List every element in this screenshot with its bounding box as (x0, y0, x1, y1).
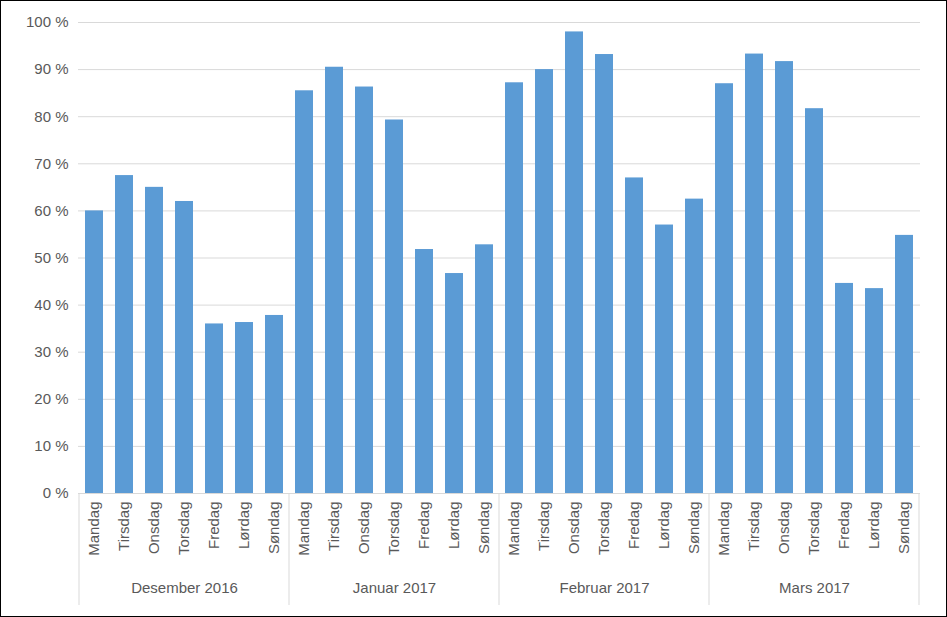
svg-text:Fredag: Fredag (625, 502, 642, 550)
svg-text:Søndag: Søndag (475, 502, 492, 555)
svg-text:Desember 2016: Desember 2016 (131, 579, 238, 596)
svg-text:Mandag: Mandag (85, 502, 102, 556)
svg-text:Tirsdag: Tirsdag (325, 502, 342, 551)
svg-text:Lørdag: Lørdag (865, 502, 882, 550)
svg-text:0 %: 0 % (43, 484, 69, 501)
svg-text:20 %: 20 % (34, 390, 68, 407)
svg-text:Onsdag: Onsdag (565, 502, 582, 555)
svg-text:Mandag: Mandag (715, 502, 732, 556)
svg-text:Torsdag: Torsdag (175, 502, 192, 555)
svg-text:Lørdag: Lørdag (445, 502, 462, 550)
svg-text:70 %: 70 % (34, 155, 68, 172)
svg-text:60 %: 60 % (34, 202, 68, 219)
svg-text:Februar 2017: Februar 2017 (559, 579, 649, 596)
svg-text:Fredag: Fredag (835, 502, 852, 550)
svg-text:Tirsdag: Tirsdag (535, 502, 552, 551)
svg-text:Onsdag: Onsdag (775, 502, 792, 555)
svg-text:Søndag: Søndag (685, 502, 702, 555)
svg-text:100 %: 100 % (26, 13, 69, 30)
svg-text:10 %: 10 % (34, 437, 68, 454)
svg-text:Onsdag: Onsdag (355, 502, 372, 555)
svg-text:Torsdag: Torsdag (595, 502, 612, 555)
svg-text:Torsdag: Torsdag (805, 502, 822, 555)
svg-text:Onsdag: Onsdag (145, 502, 162, 555)
svg-text:Mars 2017: Mars 2017 (779, 579, 850, 596)
svg-text:Lørdag: Lørdag (235, 502, 252, 550)
svg-text:Søndag: Søndag (265, 502, 282, 555)
svg-text:40 %: 40 % (34, 296, 68, 313)
svg-text:90 %: 90 % (34, 60, 68, 77)
svg-text:Januar 2017: Januar 2017 (353, 579, 436, 596)
svg-text:Fredag: Fredag (205, 502, 222, 550)
svg-text:80 %: 80 % (34, 108, 68, 125)
svg-text:Tirsdag: Tirsdag (115, 502, 132, 551)
svg-text:Søndag: Søndag (895, 502, 912, 555)
svg-text:Tirsdag: Tirsdag (745, 502, 762, 551)
svg-text:Mandag: Mandag (505, 502, 522, 556)
svg-text:Torsdag: Torsdag (385, 502, 402, 555)
svg-text:Mandag: Mandag (295, 502, 312, 556)
svg-text:Lørdag: Lørdag (655, 502, 672, 550)
svg-text:Fredag: Fredag (415, 502, 432, 550)
svg-text:50 %: 50 % (34, 249, 68, 266)
svg-text:30 %: 30 % (34, 343, 68, 360)
